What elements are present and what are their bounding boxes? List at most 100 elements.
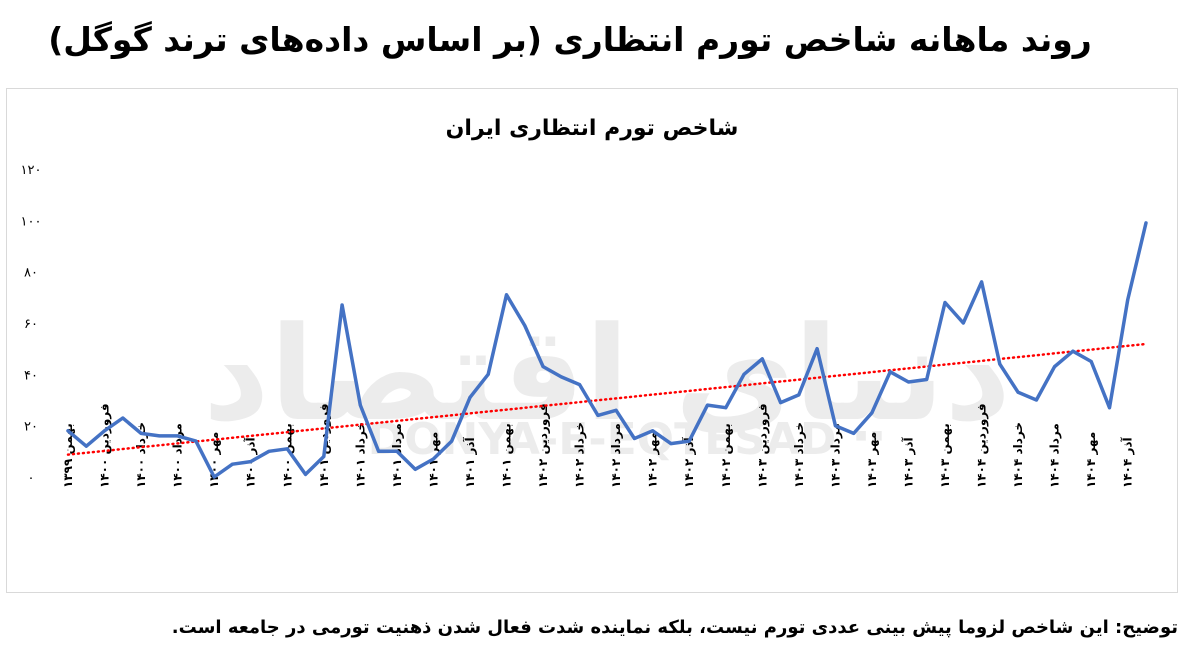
data-point: [961, 321, 965, 325]
data-point: [523, 324, 527, 328]
y-axis: ۰ ۲۰ ۴۰ ۶۰ ۸۰ ۱۰۰ ۱۲۰: [21, 163, 42, 486]
x-tick-label: آذر ۱۴۰۳: [900, 436, 915, 488]
x-tick-label: بهمن ۱۴۰۲: [719, 423, 733, 488]
data-point: [1034, 398, 1038, 402]
x-tick-label: فروردین ۱۴۰۰: [98, 403, 113, 488]
footnote: توضیح: این شاخص لزوما پیش بینی عددی تورم…: [171, 617, 1178, 638]
data-point: [852, 431, 856, 435]
x-tick-label: مهر ۱۴۰۲: [646, 432, 660, 488]
x-tick-label: خرداد ۱۴۰۰: [134, 422, 148, 488]
x-tick-label: مرداد ۱۴۰۰: [171, 423, 185, 488]
data-point: [194, 439, 198, 443]
y-tick-label: ۲۰: [24, 420, 38, 435]
data-point: [157, 434, 161, 438]
data-point: [797, 393, 801, 397]
chart-title: شاخص تورم انتظاری ایران: [446, 116, 739, 141]
chart-area: دنیای اقتصاد DONYA-E-EQTESAD شاخص تورم ا…: [6, 88, 1178, 593]
series-line: [66, 221, 1148, 479]
data-point: [1107, 406, 1111, 410]
data-point: [541, 365, 545, 369]
data-point: [632, 437, 636, 440]
data-point: [249, 460, 253, 464]
data-point: [304, 472, 308, 476]
watermark: دنیای اقتصاد DONYA-E-EQTESAD: [203, 298, 1011, 465]
x-tick-label: بهمن ۱۴۰۱: [500, 423, 514, 488]
data-point: [687, 439, 691, 443]
watermark-latin: DONYA-E-EQTESAD: [368, 414, 837, 465]
trendline-group: [66, 342, 1148, 456]
x-tick-label: مرداد ۱۴۰۱: [390, 423, 404, 488]
x-tick-label: آذر ۱۴۰۲: [681, 436, 696, 488]
data-point: [377, 449, 381, 453]
y-tick-label: ۴۰: [24, 368, 38, 383]
inflation-expectation-chart: دنیای اقتصاد DONYA-E-EQTESAD شاخص تورم ا…: [21, 116, 1148, 488]
y-tick-label: ۸۰: [24, 266, 38, 281]
data-point: [358, 403, 362, 407]
trendline: [66, 342, 1148, 456]
y-tick-label: ۱۰۰: [21, 214, 42, 229]
x-tick-label: مرداد ۱۴۰۳: [828, 423, 842, 488]
data-point: [596, 413, 600, 417]
data-point: [559, 375, 563, 379]
data-point: [468, 395, 472, 399]
data-point: [340, 303, 344, 307]
x-tick-label: فروردین ۱۴۰۲: [536, 403, 551, 488]
x-tick-label: آذر ۱۴۰۴: [1120, 436, 1135, 488]
data-point: [139, 431, 143, 435]
data-point: [66, 429, 70, 433]
data-point: [669, 442, 673, 446]
data-point: [651, 429, 655, 433]
data-point: [176, 434, 180, 438]
y-tick-label: ۱۲۰: [21, 163, 42, 178]
data-point: [486, 372, 490, 376]
y-tick-label: ۶۰: [24, 317, 38, 332]
data-point: [1144, 221, 1148, 225]
data-point: [1089, 360, 1093, 363]
data-point: [888, 370, 892, 374]
data-point: [760, 357, 764, 361]
data-point: [1016, 390, 1020, 394]
data-point: [705, 403, 709, 407]
data-point: [212, 475, 216, 479]
data-point: [103, 429, 107, 433]
data-point: [431, 457, 435, 461]
data-point: [450, 439, 454, 443]
x-tick-label: فروردین ۱۴۰۴: [975, 403, 990, 488]
data-point: [1071, 349, 1075, 353]
series-group: [66, 221, 1148, 479]
data-point: [980, 280, 984, 284]
x-tick-label: مرداد ۱۴۰۴: [1048, 423, 1062, 488]
x-tick-label: خرداد ۱۴۰۱: [353, 422, 367, 488]
data-point: [1126, 298, 1130, 302]
page-title: روند ماهانه شاخص تورم انتظاری (بر اساس د…: [48, 20, 1092, 59]
data-point: [395, 449, 399, 453]
data-point: [267, 449, 271, 453]
x-tick-label: فروردین ۱۴۰۳: [755, 403, 770, 488]
x-tick-label: بهمن ۱۴۰۰: [280, 423, 294, 488]
x-tick-label: مرداد ۱۴۰۲: [609, 423, 623, 488]
x-tick-label: بهمن ۱۴۰۳: [938, 423, 952, 488]
data-point: [84, 444, 88, 448]
data-point: [230, 462, 234, 466]
data-point: [998, 362, 1002, 366]
data-point: [906, 380, 910, 384]
data-point: [1053, 365, 1057, 369]
data-point: [870, 411, 874, 415]
data-point: [815, 347, 819, 351]
data-point: [925, 377, 929, 381]
data-point: [285, 447, 289, 451]
x-tick-label: آذر ۱۴۰۱: [462, 436, 477, 488]
x-tick-label: مهر ۱۴۰۳: [865, 432, 879, 488]
data-point: [724, 406, 728, 410]
data-point: [505, 293, 509, 297]
data-point: [833, 424, 837, 428]
x-tick-label: خرداد ۱۴۰۳: [792, 422, 806, 488]
x-tick-label: خرداد ۱۴۰۴: [1011, 422, 1025, 488]
data-point: [943, 300, 947, 304]
data-point: [742, 372, 746, 376]
x-tick-label: خرداد ۱۴۰۲: [573, 422, 587, 488]
data-point: [779, 401, 783, 405]
data-point: [413, 467, 417, 471]
x-tick-label: مهر ۱۴۰۴: [1084, 432, 1098, 488]
data-point: [578, 383, 582, 387]
